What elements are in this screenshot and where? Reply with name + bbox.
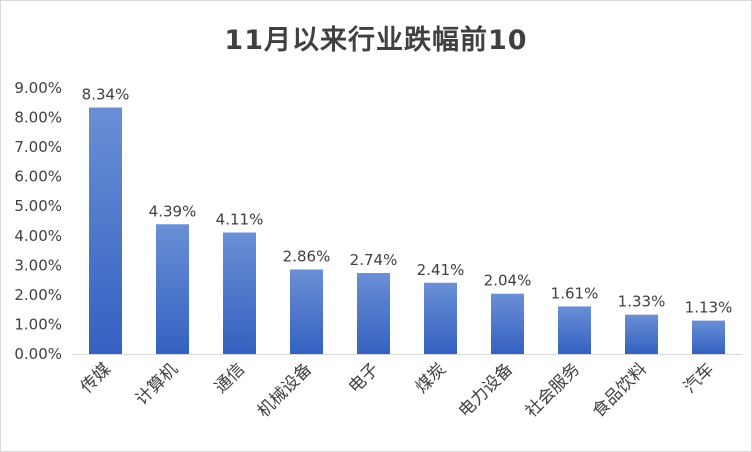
y-tick-label: 5.00% <box>14 197 62 215</box>
y-tick-label: 8.00% <box>14 109 62 127</box>
data-label: 2.86% <box>283 247 331 265</box>
data-label: 4.11% <box>216 211 264 229</box>
x-tick-label: 通信 <box>211 359 249 397</box>
bar <box>357 273 390 354</box>
data-label: 2.74% <box>350 251 398 269</box>
data-label: 4.39% <box>149 202 197 220</box>
y-tick-label: 9.00% <box>14 79 62 97</box>
bar <box>290 269 323 354</box>
chart-title: 11月以来行业跌幅前10 <box>224 25 528 56</box>
bar <box>558 306 591 354</box>
y-tick-label: 3.00% <box>14 256 62 274</box>
bars <box>89 107 725 354</box>
x-tick-label: 煤炭 <box>412 359 450 397</box>
x-tick-label: 社会服务 <box>522 359 584 421</box>
bar <box>223 232 256 354</box>
x-tick-label: 机械设备 <box>254 359 316 421</box>
y-tick-label: 7.00% <box>14 138 62 156</box>
bar <box>692 320 725 354</box>
x-tick-label: 汽车 <box>680 359 718 397</box>
x-tick-label: 传媒 <box>77 359 115 397</box>
data-label: 8.34% <box>82 86 130 104</box>
x-axis: 传媒 计算机 通信 机械设备 电子 煤炭 电力设备 社会服务 食品饮料 汽车 <box>72 354 742 422</box>
bar <box>625 314 658 354</box>
data-label: 1.13% <box>685 299 733 317</box>
data-label: 2.41% <box>417 261 465 279</box>
x-tick-label: 食品饮料 <box>589 359 651 421</box>
data-label: 1.61% <box>551 284 599 302</box>
y-tick-label: 1.00% <box>14 315 62 333</box>
x-tick-label: 电子 <box>345 359 383 397</box>
y-tick-label: 4.00% <box>14 227 62 245</box>
bar <box>424 282 457 354</box>
y-tick-label: 6.00% <box>14 168 62 186</box>
x-tick-label: 计算机 <box>132 359 182 409</box>
y-axis: 0.00% 1.00% 2.00% 3.00% 4.00% 5.00% 6.00% 7.00%… <box>14 79 62 363</box>
data-label: 1.33% <box>618 293 666 311</box>
bar <box>89 107 122 354</box>
bar <box>491 293 524 354</box>
data-label: 2.04% <box>484 272 532 290</box>
y-tick-label: 0.00% <box>14 345 62 363</box>
y-tick-label: 2.00% <box>14 286 62 304</box>
bar <box>156 224 189 354</box>
data-labels: 8.34% 4.39% 4.11% 2.86% 2.74% 2.41% 2.04% 1.61%… <box>82 86 733 317</box>
x-tick-label: 电力设备 <box>455 359 517 421</box>
